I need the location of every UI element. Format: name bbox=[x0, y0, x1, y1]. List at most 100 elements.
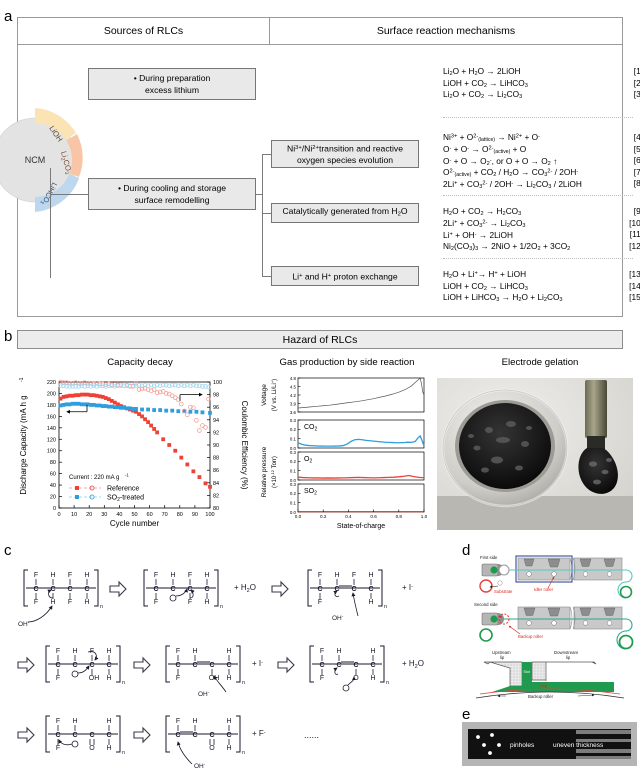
svg-text:F: F bbox=[154, 572, 158, 579]
svg-text:H: H bbox=[106, 648, 111, 655]
equation-text: Ni2(CO3)3 → 2NiO + 1/2O2 + 3CO2 bbox=[443, 240, 571, 253]
svg-text:84: 84 bbox=[213, 481, 219, 487]
svg-text:F: F bbox=[68, 599, 72, 606]
svg-text:H: H bbox=[370, 648, 375, 655]
equation-ref: [13] bbox=[629, 269, 640, 279]
svg-text:Relative pressure: Relative pressure bbox=[261, 446, 268, 497]
svg-text:0.1: 0.1 bbox=[290, 468, 297, 473]
label-hydroxide: OH- bbox=[332, 614, 344, 622]
source-box-preparation-line1: • During preparation bbox=[133, 73, 211, 83]
svg-text:0: 0 bbox=[57, 512, 60, 518]
svg-text:0.2: 0.2 bbox=[320, 514, 327, 519]
mechanism-box-ni-line1: Ni3+/Ni2+transition and reactive bbox=[286, 143, 404, 154]
equation-ref: [3] bbox=[633, 89, 640, 100]
label-substrate: Substrate bbox=[494, 589, 513, 594]
svg-text:Discharge Capacity (mA h g: Discharge Capacity (mA h g bbox=[19, 395, 28, 494]
equation-text: 2Li+ + CO32- → Li2CO3 bbox=[443, 217, 526, 230]
svg-text:0.0: 0.0 bbox=[295, 514, 302, 519]
equation-row: LiOH + CO2 → LiHCO3 [2] bbox=[443, 78, 640, 90]
label-upstream-lip: Upstream bbox=[492, 650, 511, 655]
equation-text: H2O + CO2 → H2CO3 bbox=[443, 206, 522, 218]
svg-text:State-of-charge: State-of-charge bbox=[337, 523, 385, 530]
label-pinholes: pinholes bbox=[510, 742, 535, 749]
svg-text:C: C bbox=[67, 586, 72, 593]
equation-ref: [9] bbox=[633, 206, 640, 216]
equation-text: H2O + Li+→ H+ + LiOH bbox=[443, 269, 527, 281]
equation-ref: [14] bbox=[629, 280, 640, 291]
equation-text: Li2O + CO2 → Li2CO3 bbox=[443, 89, 523, 101]
equation-row: LiOH + LiHCO3 → H2O + Li2CO3 [15] bbox=[443, 292, 640, 304]
svg-text:4.8: 4.8 bbox=[290, 376, 297, 381]
svg-text:F: F bbox=[318, 599, 322, 606]
panel-e-letter: e bbox=[462, 706, 471, 723]
svg-text:60: 60 bbox=[147, 512, 153, 518]
svg-text:n: n bbox=[220, 604, 223, 610]
equation-group-3: H2O + CO2 → H2CO3 [9] 2Li+ + CO32- → Li2C… bbox=[443, 206, 640, 252]
svg-text:-1: -1 bbox=[19, 377, 25, 382]
electrode-gelation-photo bbox=[437, 378, 633, 530]
svg-text:H: H bbox=[106, 675, 111, 682]
svg-text:C: C bbox=[55, 732, 60, 739]
equation-text: Li2O + H2O → 2LiOH bbox=[443, 66, 521, 78]
svg-text:20: 20 bbox=[86, 512, 92, 518]
equation-text: O- + O- → O2-(active) + O bbox=[443, 143, 527, 155]
svg-text:92: 92 bbox=[213, 430, 219, 436]
svg-text:C: C bbox=[55, 662, 60, 669]
svg-text:H: H bbox=[336, 648, 341, 655]
svg-text:H: H bbox=[226, 718, 231, 725]
svg-text:n: n bbox=[122, 680, 125, 686]
svg-text:-1: -1 bbox=[125, 473, 129, 478]
svg-text:F: F bbox=[318, 572, 322, 579]
equation-text: O2-(active) + CO2 / H2O → CO32- / 2OH- bbox=[443, 167, 579, 179]
equation-row: Ni2(CO3)3 → 2NiO + 1/2O2 + 3CO2 [12] bbox=[443, 241, 640, 253]
svg-text:O: O bbox=[209, 745, 215, 752]
svg-text:94: 94 bbox=[213, 418, 219, 424]
panel-e-defect-diagram: pinholes uneven thickness bbox=[462, 716, 637, 772]
svg-text:0: 0 bbox=[53, 506, 56, 512]
svg-text:100: 100 bbox=[213, 380, 222, 386]
svg-text:F: F bbox=[188, 599, 192, 606]
svg-text:10: 10 bbox=[71, 512, 77, 518]
subtitle-electrode-gelation: Electrode gelation bbox=[501, 357, 579, 368]
source-box-preparation-line2: excess lithium bbox=[145, 85, 199, 95]
equation-ref: [5] bbox=[633, 143, 640, 154]
label-backup-roller: Backup roller bbox=[518, 634, 544, 639]
equation-group-1: Li2O + H2O → 2LiOH [1] LiOH + CO2 → LiHCO… bbox=[443, 66, 640, 101]
svg-text:120: 120 bbox=[47, 437, 56, 443]
svg-text:F: F bbox=[56, 648, 60, 655]
mechanism-bracket-top bbox=[262, 154, 271, 155]
svg-text:0.2: 0.2 bbox=[290, 459, 297, 464]
subtitle-capacity-decay: Capacity decay bbox=[107, 357, 173, 368]
svg-text:4.5: 4.5 bbox=[290, 384, 297, 389]
label-first-side: First side bbox=[480, 555, 498, 560]
svg-text:H: H bbox=[226, 745, 231, 752]
equation-text: O- + O → O2-, or O + O → O2 ↑ bbox=[443, 155, 558, 167]
svg-text:H: H bbox=[226, 648, 231, 655]
gas-production-chart: 3.6 3.9 4.2 4.5 4.8 0.0 0.1 0.2 0.3 CO2 0.0 0.1 0.2 0… bbox=[252, 372, 432, 534]
source-box-preparation: • During preparation excess lithium bbox=[88, 68, 256, 100]
ncm-center-label: NCM bbox=[25, 155, 46, 165]
source-box-cooling-line1: • During cooling and storage bbox=[117, 183, 227, 193]
svg-text:40: 40 bbox=[50, 483, 56, 489]
svg-text:200: 200 bbox=[47, 391, 56, 397]
source-box-cooling-storage: • During cooling and storage surface rem… bbox=[88, 178, 256, 210]
svg-text:20: 20 bbox=[50, 495, 56, 501]
mechanism-box-ni-line2: oxygen species evolution bbox=[296, 155, 394, 166]
svg-text:C: C bbox=[50, 586, 55, 593]
svg-text:60: 60 bbox=[50, 472, 56, 478]
svg-text:n: n bbox=[122, 750, 125, 756]
mechanism-box-catalytic: Catalytically generated from H2O bbox=[271, 203, 419, 223]
svg-text:H: H bbox=[72, 718, 77, 725]
svg-text:3.6: 3.6 bbox=[290, 410, 297, 415]
svg-text:Current : 220 mA g: Current : 220 mA g bbox=[69, 475, 119, 481]
svg-text:0.6: 0.6 bbox=[370, 514, 377, 519]
svg-text:30: 30 bbox=[101, 512, 107, 518]
svg-text:1.0: 1.0 bbox=[421, 514, 428, 519]
svg-text:H: H bbox=[84, 599, 89, 606]
panel-b-letter: b bbox=[4, 328, 13, 345]
equation-text: LiOH + CO2 → LiHCO3 bbox=[443, 77, 528, 89]
svg-text:C: C bbox=[187, 586, 192, 593]
equation-ref: [12] bbox=[629, 240, 640, 251]
svg-text:C: C bbox=[334, 586, 339, 593]
svg-text:C: C bbox=[33, 586, 38, 593]
